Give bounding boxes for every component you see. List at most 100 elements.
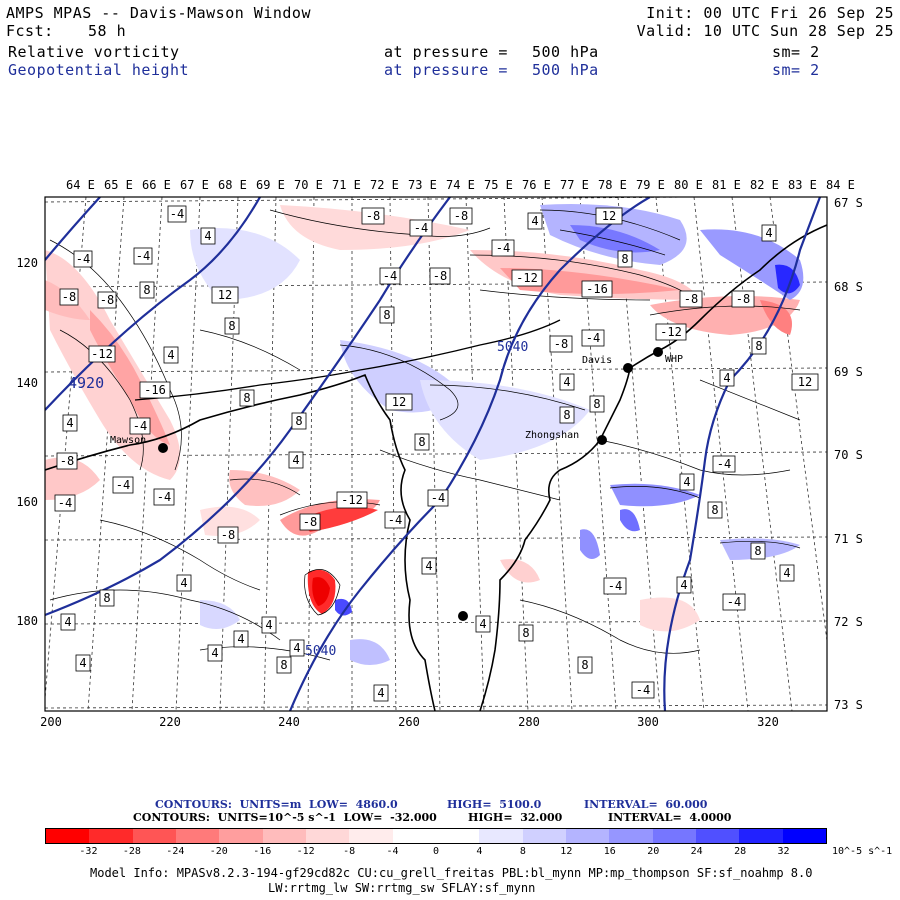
svg-text:8: 8 <box>581 658 588 672</box>
colorbar-swatch <box>89 829 133 843</box>
colorbar-tick-label: 8 <box>519 846 526 857</box>
svg-text:-4: -4 <box>136 249 150 263</box>
vort-label: -4 <box>491 239 515 257</box>
field2-smoothing: sm= 2 <box>772 61 820 79</box>
colorbar-tick-label: -28 <box>122 846 141 857</box>
svg-text:-16: -16 <box>144 383 166 397</box>
svg-text:-16: -16 <box>586 282 608 296</box>
svg-text:-4: -4 <box>496 241 510 255</box>
vort-label: 4 <box>176 574 192 592</box>
vort-label: -4 <box>581 329 605 347</box>
svg-text:-8: -8 <box>454 209 468 223</box>
svg-text:4: 4 <box>531 214 538 228</box>
colorbar-tick-label: 4 <box>476 846 483 857</box>
field1-name: Relative vorticity <box>8 43 180 61</box>
vort-label: -4 <box>603 577 627 595</box>
colorbar-tick-label: -16 <box>253 846 272 857</box>
vort-label: 8 <box>379 306 395 324</box>
plot-title: AMPS MPAS -- Davis-Mawson Window <box>6 4 311 22</box>
vort-label: 8 <box>559 406 575 424</box>
svg-text:-4: -4 <box>170 207 184 221</box>
vort-label: 4 <box>373 684 389 702</box>
colorbar-swatch <box>609 829 653 843</box>
svg-text:8: 8 <box>295 414 302 428</box>
map-frame <box>44 196 828 712</box>
colorbar <box>45 828 827 844</box>
svg-text:4: 4 <box>783 566 790 580</box>
vort-label: -12 <box>88 345 116 363</box>
svg-text:-12: -12 <box>516 271 538 285</box>
vorticity-value-labels: -4 4 -4 -4 -8 -8 8 12 8 -12 4 -16 8 -4 4… <box>54 205 819 702</box>
svg-text:320: 320 <box>757 715 779 729</box>
svg-text:200: 200 <box>40 715 62 729</box>
field1-pressure-value: 500 hPa <box>532 43 599 61</box>
field2-pressure-label: at pressure = <box>384 61 508 79</box>
field1-smoothing: sm= 2 <box>772 43 820 61</box>
height-label-4920: 4920 <box>68 374 104 392</box>
vort-label: -8 <box>449 207 473 225</box>
vort-label: 8 <box>99 589 115 607</box>
svg-text:83 E: 83 E <box>788 178 817 192</box>
svg-text:-4: -4 <box>76 252 90 266</box>
svg-text:-4: -4 <box>636 683 650 697</box>
vort-label: -4 <box>133 247 153 265</box>
colorbar-ticks: -32 -28 -24 -20 -16 -12 -8 -4 0 4 8 12 16 20 24 28 32 <box>45 846 827 860</box>
colorbar-tick-label: -32 <box>79 846 98 857</box>
svg-text:71 S: 71 S <box>834 532 863 546</box>
vort-label: -4 <box>631 681 655 699</box>
svg-text:8: 8 <box>593 397 600 411</box>
svg-text:77 E: 77 E <box>560 178 589 192</box>
colorbar-tick-label: 32 <box>777 846 790 857</box>
valid-time: Valid: 10 UTC Sun 28 Sep 25 <box>636 22 894 40</box>
svg-text:220: 220 <box>159 715 181 729</box>
svg-text:-8: -8 <box>433 269 447 283</box>
svg-text:-4: -4 <box>608 579 622 593</box>
svg-text:8: 8 <box>755 339 762 353</box>
colorbar-tick-label: 28 <box>734 846 747 857</box>
svg-text:66 E: 66 E <box>142 178 171 192</box>
vort-label: 4 <box>207 644 223 662</box>
vort-label: -8 <box>59 288 79 306</box>
colorbar-swatch <box>305 829 350 843</box>
svg-text:65 E: 65 E <box>104 178 133 192</box>
svg-text:4: 4 <box>265 618 272 632</box>
vort-label: -4 <box>409 219 433 237</box>
svg-text:67 S: 67 S <box>834 196 863 210</box>
svg-text:4: 4 <box>167 348 174 362</box>
svg-text:78 E: 78 E <box>598 178 627 192</box>
svg-text:72 E: 72 E <box>370 178 399 192</box>
vort-label: -4 <box>722 593 746 611</box>
vort-label: -8 <box>429 267 451 285</box>
svg-text:76 E: 76 E <box>522 178 551 192</box>
init-time: Init: 00 UTC Fri 26 Sep 25 <box>646 4 894 22</box>
colorbar-swatch <box>739 829 783 843</box>
svg-text:-4: -4 <box>388 513 402 527</box>
svg-text:-12: -12 <box>341 493 363 507</box>
latitude-labels: 67 S 68 S 69 S 70 S 71 S 72 S 73 S <box>834 196 863 712</box>
station-whp: WHP <box>665 354 683 365</box>
field2-pressure-value: 500 hPa <box>532 61 599 79</box>
colorbar-swatch <box>175 829 220 843</box>
vort-label: -12 <box>655 323 687 341</box>
svg-text:8: 8 <box>103 591 110 605</box>
vort-label: 4 <box>559 373 575 391</box>
vort-label: 4 <box>719 369 735 387</box>
svg-text:4: 4 <box>79 656 86 670</box>
colorbar-swatch <box>565 829 610 843</box>
svg-text:75 E: 75 E <box>484 178 513 192</box>
vort-label: -8 <box>97 291 117 309</box>
vorticity-contour-high: HIGH= 32.000 <box>468 811 563 824</box>
svg-text:4: 4 <box>293 641 300 655</box>
vort-label: 12 <box>385 393 413 411</box>
vort-label: 8 <box>750 542 766 560</box>
svg-text:4: 4 <box>765 226 772 240</box>
vort-label: 4 <box>761 224 777 242</box>
vort-label: 8 <box>577 656 593 674</box>
vort-label: -4 <box>712 455 736 473</box>
svg-text:-8: -8 <box>62 290 76 304</box>
svg-text:-4: -4 <box>383 269 397 283</box>
vort-label: -4 <box>129 417 151 435</box>
svg-text:8: 8 <box>243 391 250 405</box>
colorbar-swatch <box>479 829 523 843</box>
svg-text:64 E: 64 E <box>66 178 95 192</box>
